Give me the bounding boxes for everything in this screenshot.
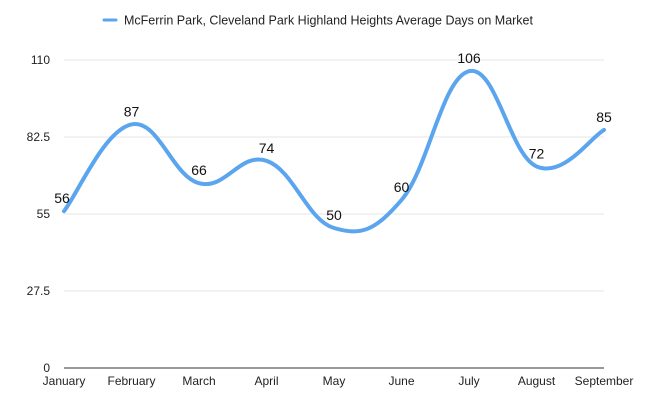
x-tick-label: August	[518, 374, 556, 388]
x-tick-label: May	[323, 374, 346, 388]
y-tick-label: 110	[31, 53, 50, 67]
data-label: 66	[191, 162, 207, 178]
x-axis-tick-labels: January February March April May June July Augu…	[43, 374, 634, 388]
x-tick-label: June	[388, 374, 414, 388]
y-tick-label: 0	[43, 361, 50, 375]
series-layer	[62, 69, 606, 234]
x-tick-label: April	[254, 374, 278, 388]
series-line	[62, 69, 606, 234]
data-label: 56	[54, 190, 70, 206]
y-axis-tick-labels: 0 27.5 55 82.5 110	[27, 53, 51, 375]
x-tick-label: February	[107, 374, 155, 388]
data-label: 74	[259, 140, 275, 156]
data-label: 87	[124, 103, 140, 119]
x-tick-label: July	[458, 374, 479, 388]
x-tick-label: March	[182, 374, 215, 388]
y-tick-label: 27.5	[27, 284, 51, 298]
data-label: 60	[394, 179, 410, 195]
x-tick-label: September	[575, 374, 634, 388]
legend: McFerrin Park, Cleveland Park Highland H…	[102, 14, 534, 28]
y-tick-label: 55	[37, 207, 51, 221]
x-tick-label: January	[43, 374, 86, 388]
data-labels: 56 87 66 74 50 60 106 72 85	[54, 50, 612, 223]
data-label: 106	[457, 50, 481, 66]
data-label: 50	[326, 207, 342, 223]
legend-label: McFerrin Park, Cleveland Park Highland H…	[124, 14, 534, 28]
y-tick-label: 82.5	[27, 130, 51, 144]
data-label: 72	[529, 145, 545, 161]
data-label: 85	[596, 109, 612, 125]
